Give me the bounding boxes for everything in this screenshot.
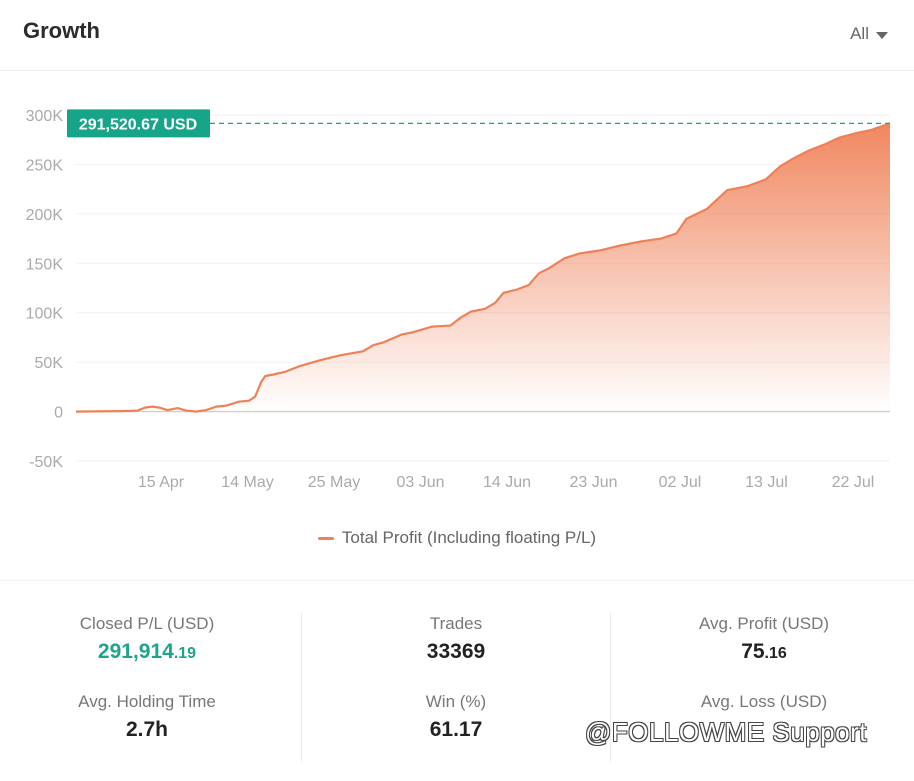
watermark-text: @FOLLOWME Support [585, 717, 867, 747]
y-tick-label: 100K [26, 306, 64, 323]
series-line [75, 122, 891, 413]
x-tick-label: 14 Jun [483, 474, 531, 491]
stat-label: Avg. Holding Time [78, 692, 216, 711]
x-tick-label: 22 Jul [832, 474, 875, 491]
chart-legend[interactable]: Total Profit (Including floating P/L) [0, 528, 914, 548]
stat-trades: Trades 33369 [306, 614, 606, 664]
y-tick-label: 50K [35, 355, 64, 372]
stat-label: Trades [429, 614, 483, 633]
stat-label: Avg. Profit (USD) [698, 614, 830, 633]
stat-avg-profit: Avg. Profit (USD) 75.16 [614, 614, 914, 664]
x-tick-label: 23 Jun [569, 474, 617, 491]
current-value-badge [67, 109, 210, 138]
y-tick-label: 150K [26, 256, 64, 273]
stat-avg-holding-time: Avg. Holding Time 2.7h [0, 692, 297, 742]
legend-swatch [317, 536, 334, 540]
y-tick-label: 250K [26, 157, 64, 174]
stat-value: 291,914.19 [97, 640, 197, 663]
column-divider [301, 612, 302, 762]
stat-avg-loss: Avg. Loss (USD) [614, 692, 914, 718]
x-tick-label: 13 Jul [745, 474, 788, 491]
stat-label: Avg. Loss (USD) [700, 692, 828, 711]
growth-chart: 300K 250K 200K 150K 100K 50K 0 -50K 291,520.67 … [26, 108, 891, 491]
column-divider [610, 612, 611, 762]
y-tick-label: 200K [26, 207, 64, 224]
x-tick-label: 02 Jul [659, 474, 702, 491]
stat-label: Win (%) [425, 692, 487, 711]
widget-title: Growth [23, 18, 100, 43]
stat-closed-pl: Closed P/L (USD) 291,914.19 [0, 614, 297, 664]
y-tick-label: -50K [29, 454, 63, 471]
period-filter-label: All [850, 24, 869, 43]
stat-win: Win (%) 61.17 [306, 692, 606, 742]
y-tick-label: 300K [26, 108, 64, 125]
period-filter-dropdown[interactable]: All [850, 24, 888, 44]
x-tick-label: 14 May [221, 474, 273, 491]
legend-label: Total Profit (Including floating P/L) [341, 528, 597, 547]
stat-value: 2.7h [125, 718, 169, 741]
stat-label: Closed P/L (USD) [79, 614, 215, 633]
current-value-label: 291,520.67 USD [79, 116, 197, 133]
series-area [76, 123, 890, 412]
x-tick-label: 03 Jun [396, 474, 444, 491]
widget-header: Growth All [0, 0, 914, 71]
stat-value: 75.16 [741, 640, 787, 663]
caret-down-icon [876, 31, 888, 39]
x-tick-label: 15 Apr [138, 474, 185, 491]
x-tick-label: 25 May [308, 474, 360, 491]
stats-divider [0, 580, 914, 581]
y-tick-label: 0 [54, 405, 63, 422]
stat-value: 33369 [426, 640, 486, 663]
stat-value: 61.17 [429, 718, 483, 741]
